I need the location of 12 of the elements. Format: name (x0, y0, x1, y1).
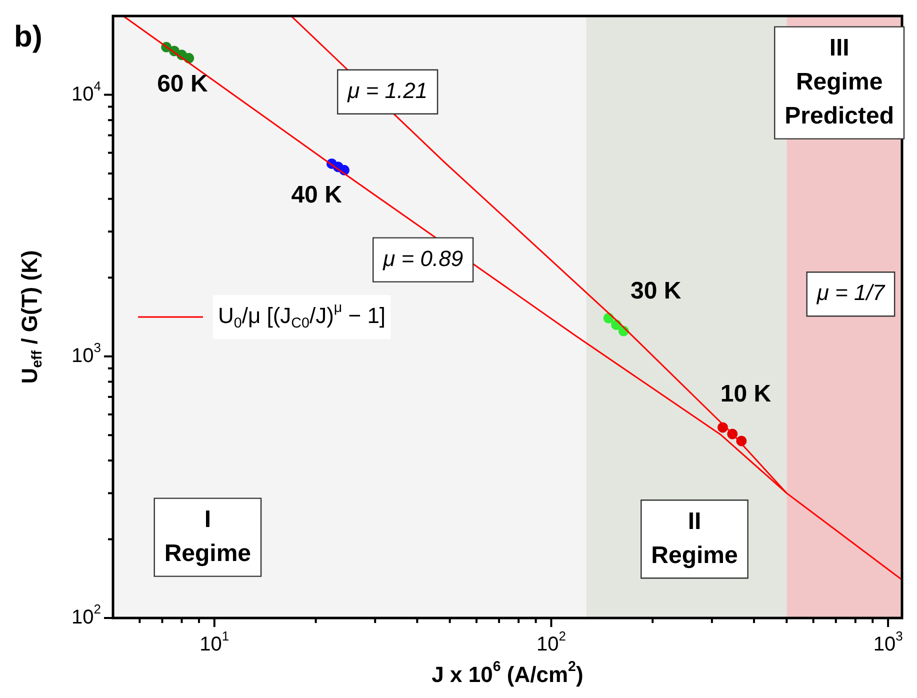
annotation: 10 K (720, 380, 772, 408)
annotation: II Regime (651, 508, 738, 569)
annotation: III Regime Predicted (784, 34, 894, 130)
annotation: μ = 1.21 (346, 78, 428, 103)
annotation: I Regime (164, 506, 252, 567)
annotation: μ = 0.89 (382, 246, 464, 271)
annotation: 40 K (291, 182, 343, 209)
annotation: 60 K (157, 70, 208, 98)
y-axis-title: Ueff / G(T) (K) (17, 250, 46, 384)
annotation: μ = 1/7 (816, 280, 886, 306)
annotation: 30 K (630, 277, 682, 304)
text: b) (14, 20, 42, 54)
